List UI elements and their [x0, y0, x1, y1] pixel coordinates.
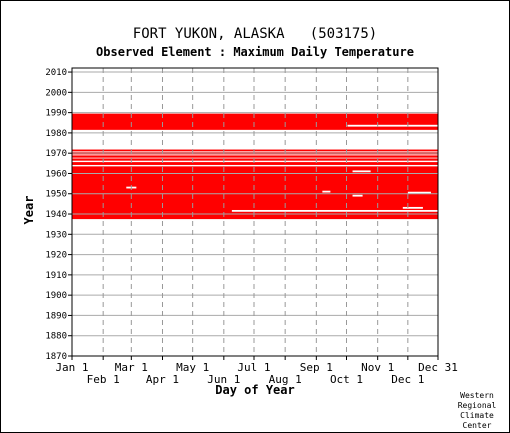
y-tick-label-2000: 2000	[45, 88, 67, 98]
y-tick-label-1890: 1890	[45, 311, 67, 321]
y-tick-label-1930: 1930	[45, 230, 67, 240]
y-tick-label-1950: 1950	[45, 190, 67, 200]
y-tick-label-1900: 1900	[45, 291, 67, 301]
x-tick-label-sep-1: Sep 1	[300, 361, 333, 374]
x-tick-label-jul-1: Jul 1	[237, 361, 270, 374]
data-band-6	[72, 113, 438, 130]
grid-layer	[72, 68, 438, 356]
data-gap-4	[352, 170, 371, 173]
y-tick-label-1910: 1910	[45, 271, 67, 281]
data-gap-0	[231, 209, 438, 212]
x-tick-label-jan-1: Jan 1	[55, 361, 88, 374]
y-tick-label-1970: 1970	[45, 149, 67, 159]
x-tick-label-nov-1: Nov 1	[361, 361, 394, 374]
x-tick-label-mar-1: Mar 1	[115, 361, 148, 374]
data-band-1	[72, 162, 438, 165]
data-gap-5	[407, 191, 431, 194]
credit-line-2: Regional	[458, 401, 497, 410]
x-tick-label-aug-1: Aug 1	[269, 373, 302, 386]
plot-border	[71, 67, 439, 357]
chart-subtitle: Observed Element : Maximum Daily Tempera…	[96, 45, 414, 59]
data-band-3	[72, 155, 438, 158]
credit-line-3: Climate	[460, 411, 494, 420]
data-gap-3	[352, 194, 363, 197]
data-band-2	[72, 158, 438, 161]
x-tick-label-apr-1: Apr 1	[146, 373, 179, 386]
x-tick-label-dec-31: Dec 31	[418, 361, 458, 374]
y-tick-label-1960: 1960	[45, 169, 67, 179]
data-layer	[72, 113, 438, 220]
x-tick-label-may-1: May 1	[176, 361, 209, 374]
y-tick-label-1980: 1980	[45, 129, 67, 139]
x-tick-label-dec-1: Dec 1	[391, 373, 424, 386]
data-gap-7	[347, 124, 438, 127]
chart-title: FORT YUKON, ALASKA (503175)	[133, 26, 377, 42]
credit-line-1: Western	[460, 391, 494, 400]
y-tick-label-1920: 1920	[45, 251, 67, 261]
y-tick-label-1990: 1990	[45, 109, 67, 119]
data-gap-6	[402, 206, 423, 209]
axes-layer: 1870 1880 1890 1900 1910 1920 1930 1940 1950 1960…	[45, 67, 458, 386]
credit-line-4: Center	[463, 421, 492, 430]
x-tick-label-feb-1: Feb 1	[87, 373, 120, 386]
data-gap-2	[322, 190, 331, 193]
y-axis-label: Year	[22, 196, 36, 225]
y-tick-label-1940: 1940	[45, 210, 67, 220]
x-axis-label: Day of Year	[215, 383, 294, 397]
y-tick-label-2010: 2010	[45, 68, 67, 78]
x-tick-label-jun-1: Jun 1	[207, 373, 240, 386]
y-tick-label-1880: 1880	[45, 332, 67, 342]
x-tick-label-oct-1: Oct 1	[330, 373, 363, 386]
data-band-5	[72, 149, 438, 152]
y-tick-label-1870: 1870	[45, 352, 67, 362]
